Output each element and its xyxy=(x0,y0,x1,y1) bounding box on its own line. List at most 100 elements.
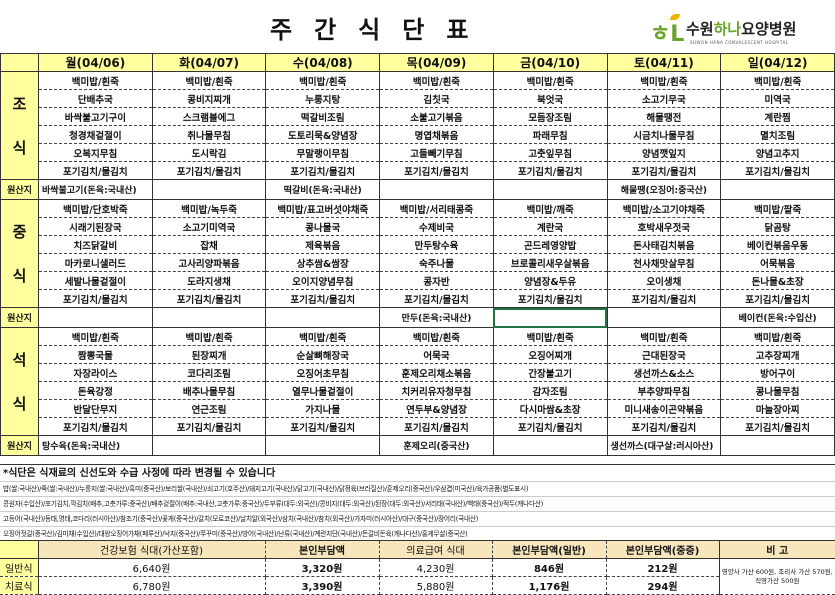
price-cell: 6,640원 xyxy=(38,558,266,577)
menu-item: 북엇국 xyxy=(492,89,608,108)
menu-item: 양념고추지 xyxy=(720,143,835,162)
menu-item: 포기김치/물김치 xyxy=(151,417,267,436)
price-cell: 212원 xyxy=(606,558,720,577)
origin-cell[interactable]: 베이컨(돈육:수입산) xyxy=(720,307,835,328)
origin-cell[interactable]: 바싹불고기(돈육:국내산) xyxy=(38,179,153,200)
menu-item: 고들빼기무침 xyxy=(379,143,494,162)
origin-cell[interactable] xyxy=(379,179,494,200)
menu-item: 닭곰탕 xyxy=(720,217,835,236)
menu-row: 시래기된장국 소고기미역국 콩나물국 수제비국 계란국 호박새우젓국 닭곰탕 xyxy=(1,217,835,236)
header-copay: 본인부담액 xyxy=(265,540,380,559)
menu-row: 포기김치/물김치 포기김치/물김치 포기김치/물김치 포기김치/물김치 포기김치/물김치… xyxy=(1,161,835,180)
origin-row: 원산지 탕수육(돈육:국내산) 훈제오리(중국산) 생선까스(대구살:러시아산) xyxy=(0,435,835,456)
header-copay-general: 본인부담액(일반) xyxy=(492,540,607,559)
menu-item: 제육볶음 xyxy=(265,235,381,254)
price-cell: 4,230원 xyxy=(379,558,493,577)
menu-row: 자장라이스 코다리조림 오징어초무침 훈제오리채소볶음 간장불고기 생선까스&소스 방어구이 xyxy=(1,363,835,382)
menu-item: 베이컨볶음우동 xyxy=(720,235,835,254)
origin-cell[interactable] xyxy=(492,307,608,328)
menu-row: 바싹불고기구이 스크램블에그 떡갈비조림 소불고기볶음 모듬장조림 해물땡전 계란찜 xyxy=(1,107,835,126)
menu-item: 숙주나물 xyxy=(379,253,494,272)
origin-cell[interactable] xyxy=(492,179,608,200)
menu-item: 떡갈비조림 xyxy=(265,107,381,126)
menu-item: 양념장&두유 xyxy=(492,271,608,290)
menu-item: 만두탕수육 xyxy=(379,235,494,254)
menu-item: 모듬장조림 xyxy=(492,107,608,126)
notes-section: *식단은 식재료의 신선도와 수급 사정에 따라 변경될 수 있습니다 밥(쌀:… xyxy=(0,464,835,542)
origin-cell[interactable]: 탕수육(돈육:국내산) xyxy=(38,435,153,456)
origin-cell[interactable] xyxy=(606,307,722,328)
price-row: 일반식 6,640원 3,320원 4,230원 846원 212원 영양사 가… xyxy=(0,558,835,595)
origin-cell[interactable]: 떡갈비(돈육:국내산) xyxy=(265,179,381,200)
menu-row: 조 식 백미밥/흰죽 백미밥/흰죽 백미밥/흰죽 백미밥/흰죽 백미밥/흰죽 백미밥/흰죽 백미… xyxy=(0,71,835,180)
menu-item: 소고기미역국 xyxy=(151,217,267,236)
menu-item: 백미밥/서리태콩죽 xyxy=(379,199,494,218)
menu-item: 세발나물겉절이 xyxy=(38,271,153,290)
menu-item: 백미밥/흰죽 xyxy=(720,71,835,90)
menu-item: 잡채 xyxy=(151,235,267,254)
leaf-icon xyxy=(670,14,680,20)
day-header: 수(04/08) xyxy=(265,53,381,72)
menu-item: 호박새우젓국 xyxy=(606,217,722,236)
price-cell: 1,176원 xyxy=(492,576,607,595)
menu-item: 양념깻잎지 xyxy=(606,143,722,162)
menu-item: 포기김치/물김치 xyxy=(38,289,153,308)
menu-item: 포기김치/물김치 xyxy=(720,417,835,436)
origin-cell[interactable] xyxy=(38,307,153,328)
remark-cell: 영양사 가산 600원, 조리사 가산 570원, 직영가산 500원 xyxy=(718,558,835,595)
origin-cell[interactable] xyxy=(265,435,381,456)
row-label: 치료식 xyxy=(0,576,39,595)
day-header: 금(04/10) xyxy=(492,53,608,72)
menu-row: 포기김치/물김치 포기김치/물김치 포기김치/물김치 포기김치/물김치 포기김치/물김치… xyxy=(1,417,835,436)
menu-item: 감자조림 xyxy=(492,381,608,400)
menu-item: 백미밥/흰죽 xyxy=(379,327,494,346)
menu-item: 돈나물&초장 xyxy=(720,271,835,290)
header-remark: 비 고 xyxy=(718,540,835,559)
origin-cell[interactable] xyxy=(265,307,381,328)
origin-cell[interactable] xyxy=(151,435,267,456)
menu-item: 다시마쌈&초장 xyxy=(492,399,608,418)
menu-item: 멸치조림 xyxy=(720,125,835,144)
origin-cell[interactable]: 훈제오리(중국산) xyxy=(379,435,494,456)
origin-cell[interactable] xyxy=(151,307,267,328)
menu-item: 생선까스&소스 xyxy=(606,363,722,382)
menu-item: 콩나물국 xyxy=(265,217,381,236)
origin-cell[interactable] xyxy=(151,179,267,200)
menu-row: 반달단무지 연근조림 가지나물 연두부&양념장 다시마쌈&초장 미니새송이곤약볶음 마늘장아… xyxy=(1,399,835,418)
origin-cell[interactable]: 생선까스(대구살:러시아산) xyxy=(606,435,722,456)
menu-item: 백미밥/단호박죽 xyxy=(38,199,153,218)
menu-item: 도시락김 xyxy=(151,143,267,162)
day-header: 화(04/07) xyxy=(151,53,267,72)
origin-row: 원산지 바싹불고기(돈육:국내산) 떡갈비(돈육:국내산) 해물땡(오징어:중국산) xyxy=(0,179,835,200)
menu-item: 근대된장국 xyxy=(606,345,722,364)
menu-item: 마카로니샐러드 xyxy=(38,253,153,272)
day-header: 일(04/12) xyxy=(720,53,835,72)
menu-item: 백미밥/흰죽 xyxy=(151,327,267,346)
menu-item: 도토리묵&양념장 xyxy=(265,125,381,144)
menu-item: 백미밥/팥죽 xyxy=(720,199,835,218)
origin-cell[interactable] xyxy=(720,179,835,200)
menu-item: 해물땡전 xyxy=(606,107,722,126)
menu-item: 고사리양파볶음 xyxy=(151,253,267,272)
menu-row: 석 식 백미밥/흰죽 백미밥/흰죽 백미밥/흰죽 백미밥/흰죽 백미밥/흰죽 백미밥/흰죽 백미… xyxy=(0,327,835,436)
origin-cell[interactable]: 해물땡(오징어:중국산) xyxy=(606,179,722,200)
menu-item: 포기김치/물김치 xyxy=(606,161,722,180)
menu-item: 포기김치/물김치 xyxy=(492,289,608,308)
origin-cell[interactable] xyxy=(492,435,608,456)
menu-item: 오복지무침 xyxy=(38,143,153,162)
menu-item: 콩나물무침 xyxy=(720,381,835,400)
hospital-logo: ㅎL 수원하나요양병원 SUWON HANA CONVALESCENT HOSP… xyxy=(648,14,833,47)
origin-cell[interactable]: 만두(돈육:국내산) xyxy=(379,307,494,328)
menu-item: 훈제오리채소볶음 xyxy=(379,363,494,382)
menu-item: 오징어찌개 xyxy=(492,345,608,364)
menu-item: 계란국 xyxy=(492,217,608,236)
menu-item: 반달단무지 xyxy=(38,399,153,418)
menu-item: 취나물무침 xyxy=(151,125,267,144)
menu-item: 포기김치/물김치 xyxy=(492,161,608,180)
price-cell: 846원 xyxy=(492,558,607,577)
menu-item: 어묵볶음 xyxy=(720,253,835,272)
menu-item: 단배추국 xyxy=(38,89,153,108)
origin-cell[interactable] xyxy=(720,435,835,456)
